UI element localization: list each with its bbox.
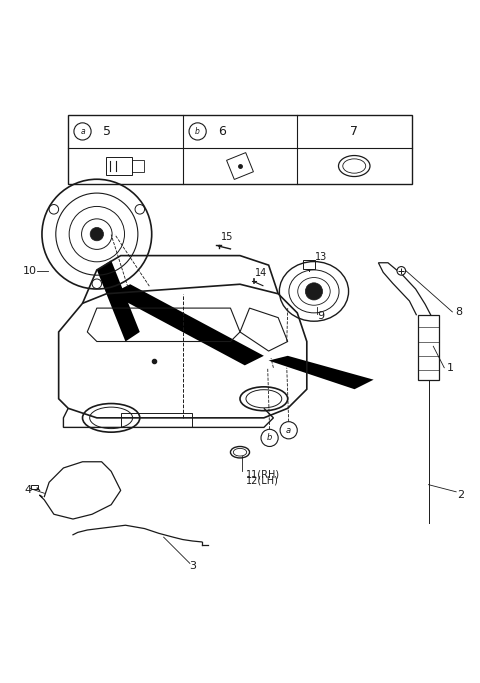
Text: 2: 2 <box>457 490 464 500</box>
Text: b: b <box>195 127 200 136</box>
Text: 1: 1 <box>446 363 454 373</box>
Text: a: a <box>80 127 85 136</box>
Polygon shape <box>111 284 264 365</box>
Text: 8: 8 <box>455 307 462 317</box>
Text: 9: 9 <box>318 311 324 321</box>
Text: 6: 6 <box>218 125 227 138</box>
Text: a: a <box>286 426 291 435</box>
Text: 3: 3 <box>189 561 196 571</box>
Text: 14: 14 <box>255 268 267 278</box>
Text: 4: 4 <box>24 486 31 495</box>
Text: 15: 15 <box>221 232 234 242</box>
Text: 13: 13 <box>315 251 327 262</box>
Text: 11(RH): 11(RH) <box>246 469 280 479</box>
Polygon shape <box>97 260 140 342</box>
Circle shape <box>90 227 104 241</box>
Text: 7: 7 <box>350 125 358 138</box>
Circle shape <box>397 266 406 275</box>
Text: 12(LH): 12(LH) <box>246 476 278 486</box>
Text: 5: 5 <box>103 125 111 138</box>
Circle shape <box>305 283 323 300</box>
Text: b: b <box>267 434 272 443</box>
Text: 10: 10 <box>23 266 37 276</box>
Polygon shape <box>269 356 373 389</box>
